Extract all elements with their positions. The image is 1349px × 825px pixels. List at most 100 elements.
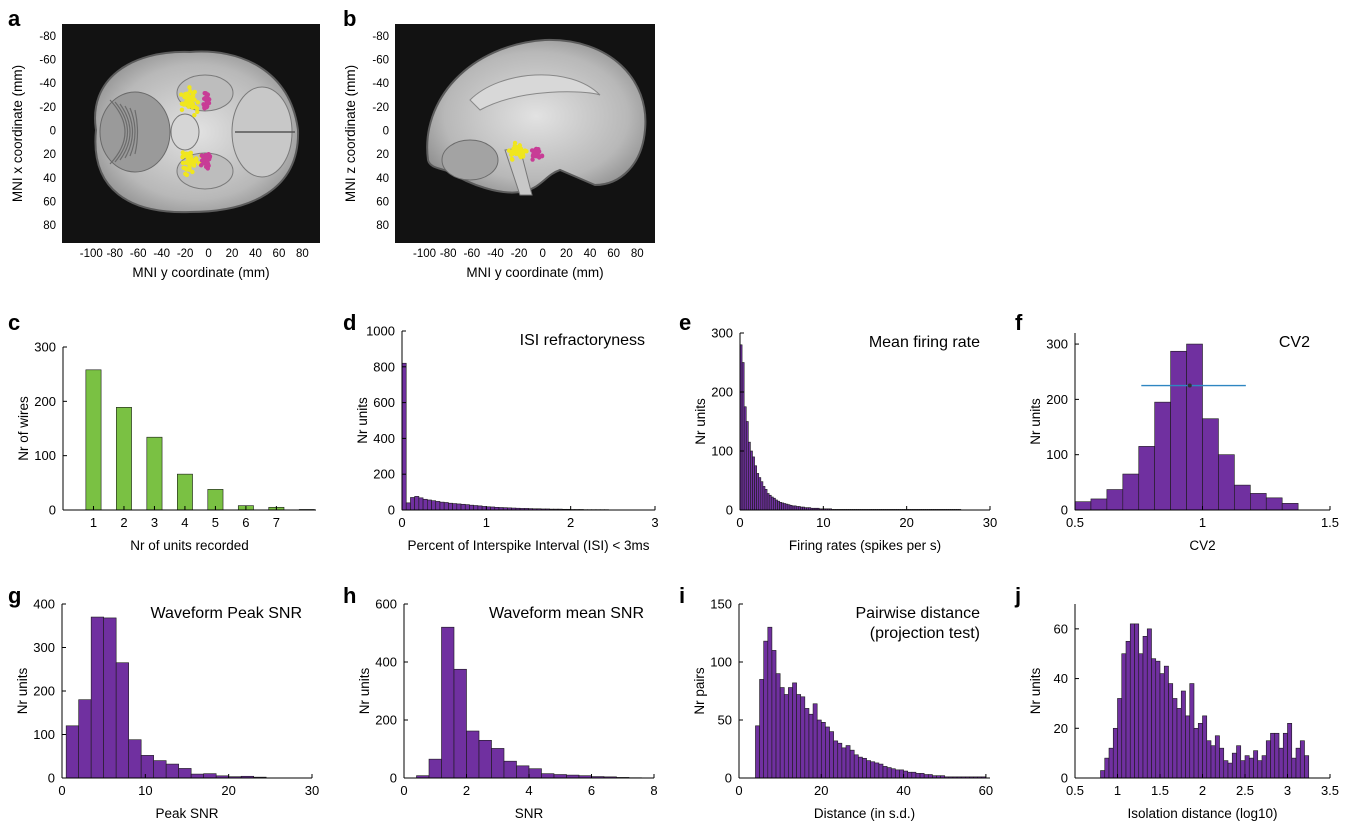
- y-tick-label: 400: [373, 431, 395, 446]
- bar: [1151, 658, 1157, 779]
- bar: [443, 502, 449, 511]
- corpus-callosum: [469, 74, 601, 111]
- yellow-electrode-point: [187, 103, 192, 108]
- y-tick-label: 1000: [366, 324, 395, 339]
- bar: [841, 747, 847, 779]
- y-tick-label: 0: [1061, 503, 1068, 518]
- bar: [1197, 723, 1203, 779]
- yellow-electrode-point: [179, 101, 185, 106]
- y-tick-label: 100: [710, 655, 732, 670]
- bar: [90, 616, 104, 779]
- bar: [1223, 760, 1229, 779]
- x-tick-label: 3: [1284, 783, 1291, 798]
- bar: [103, 617, 117, 779]
- x-axis-label: Peak SNR: [155, 806, 218, 821]
- bar: [775, 499, 778, 511]
- bar: [808, 713, 814, 779]
- pink-electrode-point: [203, 95, 208, 101]
- x-tick-label: 20: [814, 783, 828, 798]
- y-axis-label: Nr units: [355, 397, 370, 444]
- bar: [401, 362, 407, 511]
- cerebellar-fold: [119, 103, 131, 161]
- yellow-electrode-point: [179, 107, 185, 112]
- x-axis-label: Isolation distance (log10): [1127, 806, 1277, 821]
- y-tick-label: 20: [1054, 721, 1068, 736]
- yellow-electrode-point: [184, 172, 190, 178]
- x-tick-label: 0: [540, 248, 546, 260]
- y-tick-label: 200: [1046, 392, 1068, 407]
- bar: [410, 497, 415, 511]
- bar: [1240, 760, 1246, 779]
- yellow-electrode-point: [187, 85, 192, 90]
- yellow-electrode-point: [194, 106, 200, 111]
- bar: [779, 502, 782, 511]
- bar: [907, 771, 913, 779]
- x-tick-label: 0: [736, 515, 743, 530]
- bar: [1122, 473, 1140, 511]
- panel-f: 0 100 200 300 0.5 1 1.5 CV2 Nr units CV2: [1028, 333, 1339, 553]
- y-tick-label: 20: [376, 149, 389, 161]
- x-axis-label: MNI y coordinate (mm): [466, 265, 603, 280]
- x-tick-label: 1.5: [1151, 783, 1169, 798]
- bar: [1287, 723, 1293, 779]
- chart-title: CV2: [1279, 334, 1310, 351]
- bar: [426, 499, 432, 511]
- y-axis-label: Nr of wires: [16, 396, 31, 461]
- y-tick-label: 200: [33, 684, 55, 699]
- bar: [1253, 750, 1259, 779]
- yellow-electrode-point: [183, 160, 189, 166]
- x-tick-label: 10: [138, 783, 152, 798]
- bar: [448, 502, 453, 511]
- y-tick-label: 600: [373, 395, 395, 410]
- cerebellar-fold: [124, 105, 134, 159]
- y-tick-label: 200: [375, 713, 397, 728]
- x-tick-label: 40: [896, 783, 910, 798]
- bar: [1100, 770, 1106, 779]
- bar: [845, 745, 851, 779]
- y-tick-label: 40: [376, 173, 389, 185]
- y-tick-label: 80: [376, 220, 389, 232]
- bar: [870, 761, 876, 779]
- bar: [770, 496, 774, 511]
- y-tick-label: 100: [34, 448, 56, 463]
- y-axis-label: Nr units: [357, 667, 372, 714]
- y-tick-label: 300: [33, 640, 55, 655]
- bar: [418, 497, 424, 511]
- bar: [758, 477, 762, 511]
- bar: [1163, 665, 1169, 779]
- y-tick-label: 200: [34, 394, 56, 409]
- y-axis-label: Nr units: [15, 667, 30, 714]
- cerebellar-fold: [129, 107, 136, 157]
- yellow-electrode-point: [187, 151, 192, 157]
- bar: [1210, 745, 1216, 779]
- bar: [1108, 747, 1114, 779]
- x-tick-label: -60: [464, 248, 481, 260]
- panel-letter-i: i: [679, 583, 685, 608]
- bar: [767, 626, 773, 779]
- bar: [1146, 628, 1152, 779]
- bar: [178, 768, 192, 779]
- y-tick-label: 0: [49, 503, 56, 518]
- x-tick-label: -20: [511, 248, 528, 260]
- x-tick-label: 0: [58, 783, 65, 798]
- bar: [793, 505, 797, 511]
- panel-letter-c: c: [8, 310, 20, 335]
- yellow-electrode-point: [189, 160, 194, 165]
- y-tick-label: 50: [718, 713, 732, 728]
- x-tick-label: -80: [106, 248, 123, 260]
- bar: [477, 505, 483, 511]
- bar: [1219, 747, 1225, 779]
- y-axis-label: Nr units: [1028, 398, 1043, 445]
- bar: [1202, 715, 1208, 779]
- y-tick-label: 80: [43, 220, 56, 232]
- bar: [1159, 673, 1165, 779]
- y-tick-label: 150: [710, 597, 732, 612]
- bar: [853, 754, 859, 779]
- bar: [781, 502, 785, 511]
- bar: [1295, 747, 1301, 779]
- chart-title: Pairwise distance (projection test): [856, 605, 981, 642]
- bar: [829, 731, 834, 779]
- bar: [165, 763, 179, 779]
- bar: [1104, 757, 1110, 779]
